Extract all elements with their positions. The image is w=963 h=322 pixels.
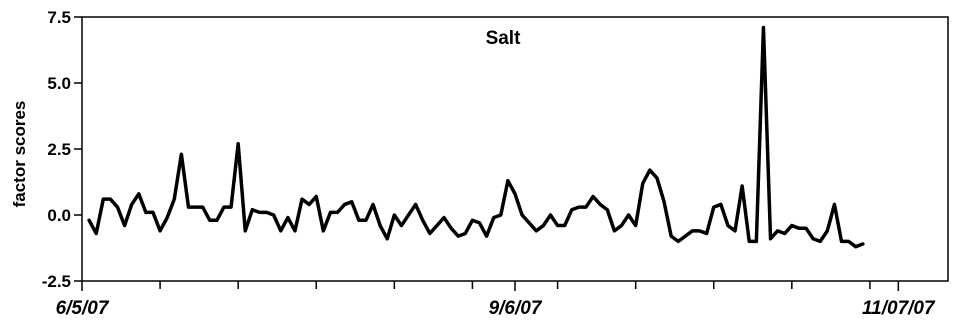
series-line bbox=[87, 25, 865, 249]
x-tick-label: 6/5/07 bbox=[56, 298, 110, 319]
y-tick-label: 7.5 bbox=[47, 8, 71, 27]
y-tick-label: 2.5 bbox=[47, 140, 71, 159]
y-tick-label: 0.0 bbox=[47, 206, 71, 225]
x-tick-label: 9/6/07 bbox=[489, 298, 543, 319]
y-tick-label: 5.0 bbox=[47, 74, 71, 93]
y-axis: 7.5 5.0 2.5 0.0 -2.5 bbox=[42, 8, 82, 291]
series-group bbox=[87, 25, 865, 249]
y-tick-label: -2.5 bbox=[42, 272, 71, 291]
y-axis-title: factor scores bbox=[10, 101, 29, 208]
x-tick-label: 11/07/07 bbox=[862, 298, 936, 319]
chart-title: Salt bbox=[486, 28, 522, 49]
x-axis: 6/5/07 9/6/07 11/07/07 bbox=[56, 281, 936, 319]
